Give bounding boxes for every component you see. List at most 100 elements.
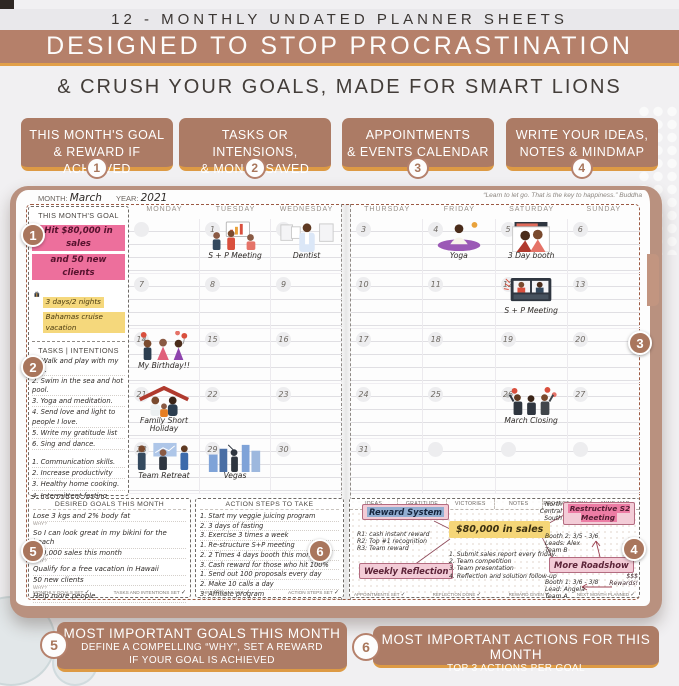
calendar-cell: 20	[567, 329, 640, 384]
goal-item: 50 new clients WHY? Help more people	[33, 576, 186, 603]
day-number: 4	[428, 222, 444, 237]
why-text: So I can look great in my bikini for the…	[33, 529, 186, 549]
goal-box-title: THIS MONTH'S GOAL	[38, 211, 119, 220]
calendar-cell: 23	[271, 384, 342, 439]
calendar-cell: 4 Yoga	[423, 219, 496, 274]
sticker-family-holiday: Family Short Holiday	[131, 386, 197, 433]
footer-label: MONTHLY GOALS SET ✓	[33, 589, 90, 596]
action-item: 2. Make 10 calls a day	[200, 580, 339, 590]
monthly-goals-set-label: MONTHLY GOALS SET	[33, 590, 84, 595]
goal-text: 50 new clients	[33, 576, 186, 587]
feature-box-tasks-money: TASKS OR INTENSIONS, & MONEY SAVED 2	[179, 118, 331, 179]
reward-text: 3 days/2 nights Bahamas cruise vacation	[42, 288, 125, 338]
birthday-illustration	[140, 331, 188, 361]
goals-box-footer: MONTHLY GOALS SET ✓ TASKS AND INTENTIONS…	[33, 589, 186, 596]
action-steps-list: 1. Start my veggie juicing program 2. 3 …	[200, 512, 339, 600]
flow-item: 4. Reflection and solution follow-up	[449, 572, 557, 580]
celebration-illustration	[505, 386, 557, 416]
restructure-label: Restructive S2 Meeting	[567, 504, 631, 523]
tab-notes: NOTES	[495, 499, 544, 509]
calendar-cell: 24	[351, 384, 424, 439]
action-item: 3. Exercise 3 times a week	[200, 531, 339, 542]
action-item: 3. Affiliate program	[200, 590, 339, 600]
footer-label: THREE GOALS SET ✓	[200, 589, 250, 596]
event-caption: Team Retreat	[138, 471, 190, 480]
event-caption: March Closing	[504, 416, 558, 425]
task-item: 5. Write my gratitude list	[32, 429, 125, 439]
calendar-grid: 1 S + P Meeting 2	[129, 219, 342, 494]
day-number: 16	[276, 332, 291, 347]
mindmap-node-more-roadshow: More Roadshow	[549, 557, 634, 573]
sticker-video-meeting: S + P Meeting	[498, 276, 564, 315]
region: South	[544, 515, 562, 523]
monthly-goal-column: THIS MONTH'S GOAL Hit $80,000 in sales a…	[28, 206, 129, 564]
callout-line: MOST IMPORTANT GOALS THIS MONTH	[63, 626, 341, 641]
video-call-illustration	[503, 277, 552, 302]
yoga-illustration	[437, 221, 481, 252]
feature-line: APPOINTMENTS	[365, 128, 471, 142]
why-label: WHY?	[33, 558, 47, 564]
calendar-cell: 16	[271, 329, 342, 384]
callout-line: IF YOUR GOAL IS ACHIEVED	[129, 655, 275, 666]
rewards-dollars: $$$	[626, 573, 638, 580]
mindmap-section: IDEAS GRATITUDE VICTORIES NOTES PROJECT …	[349, 498, 640, 600]
actions-box-footer: THREE GOALS SET ✓ ACTION STEPS SET ✓	[200, 589, 339, 596]
feature-line: WRITE YOUR IDEAS,	[515, 128, 649, 142]
day-number: 24	[356, 387, 371, 402]
footer-label: NEXT MONTH PLANNED ✓	[577, 592, 635, 598]
event-caption: Yoga	[449, 251, 468, 260]
calendar-weekday-headers: MONDAY TUESDAY WEDNESDAY	[129, 206, 342, 219]
callout-line: MOST IMPORTANT ACTIONS FOR THIS MONTH	[381, 632, 651, 662]
reflection-done-label: REFLECTION DONE	[432, 592, 476, 597]
badge-5: 5	[21, 539, 45, 563]
weekday-header: THURSDAY	[364, 206, 411, 213]
day-number: 6	[572, 222, 588, 237]
feature-number-badge: 1	[86, 157, 108, 179]
day-number: 7	[134, 277, 149, 292]
day-number: 20	[572, 332, 588, 347]
sticker-team-retreat: Team Retreat	[131, 441, 197, 480]
mindmap-connector-lines	[413, 514, 612, 591]
gift-icon	[34, 291, 40, 297]
tasks-title: TASKS | INTENTIONS	[38, 345, 119, 355]
family-illustration	[138, 386, 190, 417]
sticker-vegas: Vegas	[202, 441, 268, 480]
mindmap-node-restructure-meeting: Restructive S2 Meeting	[563, 502, 635, 525]
tab-victories: VICTORIES	[447, 499, 495, 509]
day-number: 22	[205, 387, 220, 402]
header-subtitle-bottom: & CRUSH YOUR GOALS, MADE FOR SMART LIONS	[57, 75, 622, 98]
reward-line-2: Bahamas cruise vacation	[42, 311, 125, 334]
year-field: YEAR: 2021	[116, 192, 167, 204]
why-text: Help more people	[33, 592, 186, 603]
callout-important-actions: MOST IMPORTANT ACTIONS FOR THIS MONTH TO…	[373, 626, 659, 674]
goal-item: Lose 3 kgs and 2% body fat WHY? So I can…	[33, 512, 186, 549]
flow-item: 3. Team presentation	[449, 565, 514, 573]
calendar-cell: 30	[271, 439, 342, 494]
action-steps-set-label: ACTION STEPS SET	[287, 590, 333, 595]
action-item: 1. Send out 100 proposals every day	[200, 570, 339, 580]
mindmap-node-weekly-reflection: Weekly Reflection	[359, 563, 454, 579]
event-caption: 3 Day booth	[507, 251, 555, 260]
day-number: 31	[356, 442, 371, 457]
day-number	[500, 442, 516, 457]
calendar-cell: 3	[351, 219, 424, 274]
weekday-header: WEDNESDAY	[279, 206, 334, 213]
why-label: WHY?	[33, 522, 47, 528]
calendar-grid: 3 4 Yoga 5	[351, 219, 640, 494]
goal-text: Lose 3 kgs and 2% body fat	[33, 512, 186, 523]
task-item: 1) Walk and play with my dog.	[32, 357, 125, 376]
flow-item: 2. Team competition	[449, 558, 512, 566]
checkmark-icon: ✓	[245, 590, 251, 596]
reward-line-1: 3 days/2 nights	[42, 296, 104, 308]
goals-box-title: DESIRED GOALS THIS MONTH	[33, 501, 186, 510]
day-number: 27	[572, 387, 588, 402]
mindmap-footer: APPOINTMENTS SET ✓ REFLECTION DONE ✓ REW…	[354, 592, 635, 598]
checkmark-icon: ✓	[544, 592, 550, 598]
sticker-booth: 3 Day booth	[498, 221, 564, 260]
calendar-left-page: MONDAY TUESDAY WEDNESDAY 1	[129, 206, 342, 494]
action-item: 1. Start my veggie juicing program	[200, 512, 339, 522]
weekday-header: SUNDAY	[586, 206, 622, 213]
event-caption: My Birthday!!	[138, 361, 190, 370]
day-number: 30	[276, 442, 291, 457]
task-item: 6. Sing and dance.	[32, 440, 125, 451]
